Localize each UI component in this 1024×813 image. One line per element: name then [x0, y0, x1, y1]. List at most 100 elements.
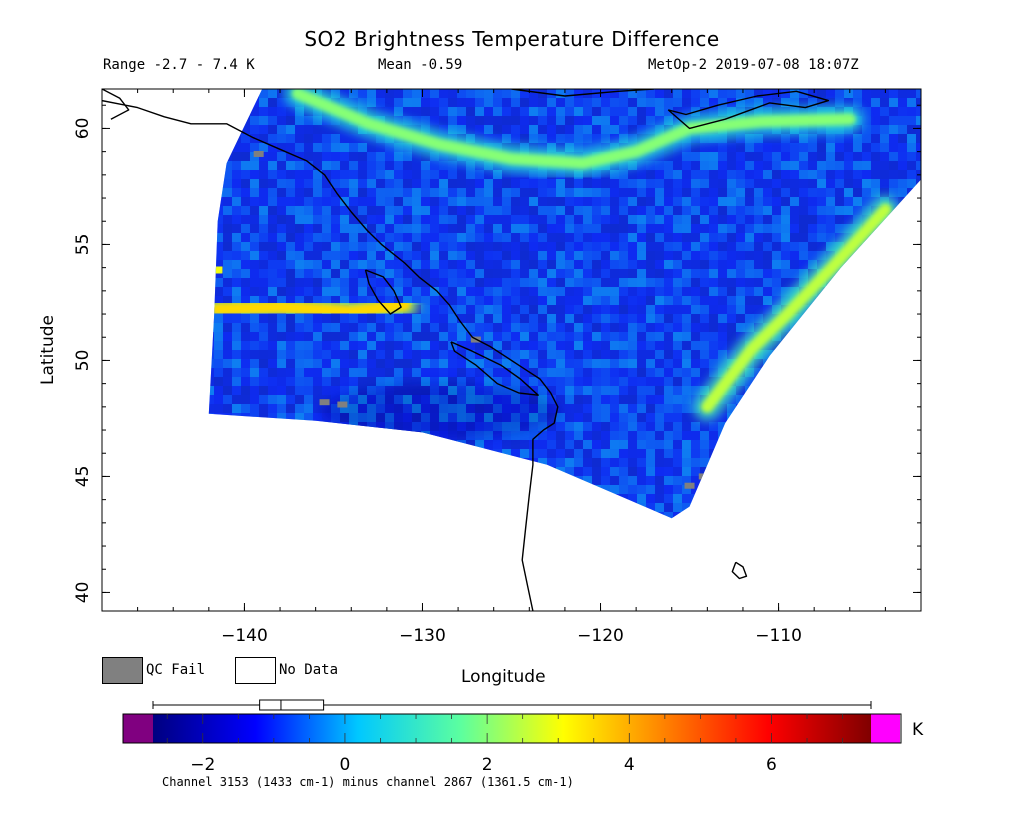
swath-pixel	[889, 512, 898, 519]
swath-pixel	[628, 422, 637, 431]
swath-pixel	[799, 134, 808, 143]
swath-pixel	[745, 233, 754, 242]
swath-pixel	[241, 242, 250, 251]
swath-pixel	[763, 503, 772, 512]
swath-pixel	[871, 269, 880, 278]
swath-pixel	[745, 386, 754, 395]
swath-pixel	[475, 404, 484, 413]
swath-pixel	[592, 125, 601, 134]
swath-pixel	[295, 350, 304, 359]
swath-pixel	[367, 98, 376, 107]
swath-pixel	[475, 206, 484, 215]
swath-pixel	[232, 476, 241, 485]
swath-pixel	[700, 206, 709, 215]
swath-pixel	[529, 350, 538, 359]
swath-pixel	[241, 476, 250, 485]
swath-pixel	[889, 296, 898, 305]
swath-pixel	[601, 323, 610, 332]
swath-pixel	[727, 395, 736, 404]
swath-pixel	[412, 242, 421, 251]
swath-pixel	[898, 116, 907, 125]
swath-pixel	[682, 332, 691, 341]
swath-pixel	[628, 476, 637, 485]
swath-pixel	[844, 170, 853, 179]
swath-pixel	[628, 467, 637, 476]
swath-pixel	[619, 359, 628, 368]
swath-pixel	[772, 485, 781, 494]
swath-pixel	[727, 404, 736, 413]
swath-pixel	[772, 161, 781, 170]
swath-pixel	[745, 179, 754, 188]
swath-pixel	[331, 260, 340, 269]
swath-pixel	[430, 305, 439, 314]
swath-pixel	[322, 152, 331, 161]
swath-pixel	[646, 170, 655, 179]
swath-pixel	[601, 278, 610, 287]
swath-pixel	[871, 377, 880, 386]
swath-pixel	[664, 314, 673, 323]
swath-pixel	[853, 422, 862, 431]
swath-pixel	[493, 467, 502, 476]
swath-pixel	[592, 251, 601, 260]
swath-pixel	[844, 206, 853, 215]
swath-pixel	[655, 233, 664, 242]
swath-pixel	[313, 260, 322, 269]
swath-pixel	[223, 503, 232, 512]
swath-pixel	[781, 170, 790, 179]
swath-pixel	[475, 341, 484, 350]
swath-pixel	[493, 503, 502, 512]
swath-pixel	[763, 233, 772, 242]
swath-pixel	[529, 431, 538, 440]
swath-pixel	[250, 260, 259, 269]
swath-pixel	[502, 206, 511, 215]
swath-pixel	[340, 368, 349, 377]
swath-pixel	[727, 314, 736, 323]
swath-pixel	[322, 260, 331, 269]
swath-pixel	[376, 233, 385, 242]
swath-pixel	[565, 377, 574, 386]
swath-pixel	[817, 368, 826, 377]
swath-pixel	[610, 422, 619, 431]
swath-pixel	[691, 350, 700, 359]
swath-pixel	[493, 125, 502, 134]
swath-pixel	[655, 467, 664, 476]
swath-pixel	[439, 467, 448, 476]
swath-pixel	[259, 260, 268, 269]
swath-pixel	[367, 485, 376, 494]
swath-pixel	[871, 161, 880, 170]
swath-pixel	[817, 143, 826, 152]
swath-pixel	[421, 332, 430, 341]
swath-pixel	[268, 242, 277, 251]
swath-pixel	[466, 449, 475, 458]
swath-pixel	[547, 377, 556, 386]
swath-pixel	[880, 413, 889, 422]
swath-pixel	[538, 305, 547, 314]
swath-pixel	[268, 98, 277, 107]
swath-pixel	[286, 494, 295, 503]
swath-pixel	[853, 296, 862, 305]
swath-pixel	[277, 242, 286, 251]
swath-pixel	[736, 260, 745, 269]
swath-pixel	[277, 98, 286, 107]
swath-pixel	[601, 503, 610, 512]
swath-pixel	[439, 386, 448, 395]
swath-pixel	[565, 476, 574, 485]
swath-pixel	[349, 503, 358, 512]
swath-pixel	[232, 98, 241, 107]
swath-pixel	[583, 332, 592, 341]
swath-pixel	[358, 134, 367, 143]
swath-pixel	[493, 215, 502, 224]
swath-pixel	[745, 215, 754, 224]
swath-pixel	[817, 224, 826, 233]
swath-pixel	[871, 323, 880, 332]
swath-pixel	[736, 233, 745, 242]
swath-pixel	[547, 305, 556, 314]
swath-pixel	[871, 359, 880, 368]
swath-pixel	[637, 179, 646, 188]
swath-pixel	[790, 188, 799, 197]
swath-pixel	[646, 179, 655, 188]
swath-pixel	[304, 215, 313, 224]
swath-pixel	[826, 143, 835, 152]
swath-pixel	[286, 188, 295, 197]
swath-pixel	[331, 422, 340, 431]
